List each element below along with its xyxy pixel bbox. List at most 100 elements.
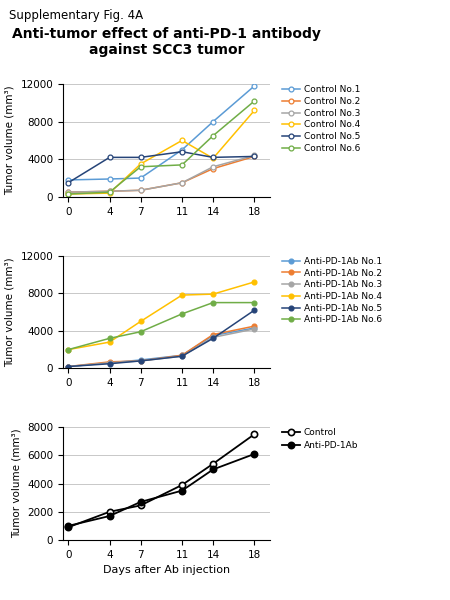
Anti-PD-1Ab No.6 bbox=[138, 328, 144, 335]
Control No.5 bbox=[211, 154, 216, 161]
Control No.2 bbox=[211, 165, 216, 172]
Anti-PD-1Ab bbox=[252, 451, 257, 458]
Anti-PD-1Ab bbox=[138, 499, 144, 506]
Control No.2 bbox=[66, 188, 71, 196]
Anti-PD-1Ab No.5 bbox=[211, 335, 216, 342]
Line: Anti-PD-1Ab No.2: Anti-PD-1Ab No.2 bbox=[66, 323, 257, 369]
Anti-PD-1Ab No.6 bbox=[252, 299, 257, 306]
Line: Anti-PD-1Ab No.6: Anti-PD-1Ab No.6 bbox=[66, 300, 257, 352]
Anti-PD-1Ab bbox=[180, 487, 185, 494]
Control No.3 bbox=[252, 152, 257, 159]
Control No.6 bbox=[138, 163, 144, 170]
Anti-PD-1Ab No.6 bbox=[66, 346, 71, 353]
Control No.2 bbox=[138, 187, 144, 194]
Control No.1 bbox=[252, 82, 257, 89]
Control bbox=[180, 481, 185, 488]
Anti-PD-1Ab bbox=[211, 466, 216, 473]
Line: Anti-PD-1Ab No.3: Anti-PD-1Ab No.3 bbox=[66, 326, 257, 369]
Line: Anti-PD-1Ab No.1: Anti-PD-1Ab No.1 bbox=[66, 326, 257, 369]
Text: Anti-tumor effect of anti-PD-1 antibody against SCC3 tumor: Anti-tumor effect of anti-PD-1 antibody … bbox=[12, 27, 321, 57]
Control No.4 bbox=[211, 155, 216, 162]
Control bbox=[66, 524, 71, 531]
Control No.2 bbox=[252, 153, 257, 160]
Anti-PD-1Ab No.1 bbox=[252, 325, 257, 332]
Anti-PD-1Ab No.5 bbox=[180, 353, 185, 360]
Line: Control No.1: Control No.1 bbox=[66, 83, 257, 182]
Control No.3 bbox=[107, 188, 112, 195]
Line: Control No.4: Control No.4 bbox=[66, 108, 257, 196]
Line: Anti-PD-1Ab No.4: Anti-PD-1Ab No.4 bbox=[66, 280, 257, 352]
Control No.5 bbox=[180, 148, 185, 155]
Anti-PD-1Ab No.3 bbox=[180, 353, 185, 360]
Anti-PD-1Ab No.6 bbox=[107, 335, 112, 342]
Anti-PD-1Ab No.2 bbox=[138, 358, 144, 365]
Line: Control No.2: Control No.2 bbox=[66, 154, 257, 194]
Anti-PD-1Ab No.2 bbox=[252, 323, 257, 330]
Control No.4 bbox=[66, 190, 71, 197]
Anti-PD-1Ab No.1 bbox=[211, 332, 216, 339]
Control No.6 bbox=[107, 188, 112, 196]
Control No.4 bbox=[107, 190, 112, 197]
Anti-PD-1Ab No.1 bbox=[66, 363, 71, 370]
Anti-PD-1Ab No.4 bbox=[211, 290, 216, 298]
Legend: Control No.1, Control No.2, Control No.3, Control No.4, Control No.5, Control No: Control No.1, Control No.2, Control No.3… bbox=[278, 82, 364, 157]
Line: Control: Control bbox=[65, 431, 257, 530]
Legend: Control, Anti-PD-1Ab: Control, Anti-PD-1Ab bbox=[278, 425, 362, 454]
Anti-PD-1Ab No.6 bbox=[211, 299, 216, 306]
Anti-PD-1Ab No.2 bbox=[180, 352, 185, 359]
X-axis label: Days after Ab injection: Days after Ab injection bbox=[103, 565, 230, 575]
Anti-PD-1Ab No.3 bbox=[107, 359, 112, 367]
Y-axis label: Tumor volume (mm³): Tumor volume (mm³) bbox=[12, 429, 22, 538]
Anti-PD-1Ab No.2 bbox=[66, 363, 71, 370]
Control No.6 bbox=[252, 97, 257, 104]
Control No.3 bbox=[180, 179, 185, 187]
Control No.2 bbox=[107, 188, 112, 195]
Line: Anti-PD-1Ab No.5: Anti-PD-1Ab No.5 bbox=[66, 308, 257, 369]
Anti-PD-1Ab No.1 bbox=[138, 356, 144, 364]
Control No.1 bbox=[211, 118, 216, 125]
Line: Control No.3: Control No.3 bbox=[66, 153, 257, 194]
Control No.5 bbox=[252, 153, 257, 160]
Anti-PD-1Ab No.3 bbox=[66, 363, 71, 370]
Control bbox=[211, 460, 216, 467]
Control No.5 bbox=[138, 154, 144, 161]
Control No.3 bbox=[66, 188, 71, 196]
Anti-PD-1Ab No.4 bbox=[180, 292, 185, 299]
Anti-PD-1Ab No.5 bbox=[66, 363, 71, 370]
Control No.4 bbox=[252, 107, 257, 114]
Anti-PD-1Ab No.1 bbox=[107, 359, 112, 367]
Control bbox=[107, 508, 112, 515]
Control No.4 bbox=[138, 160, 144, 167]
Text: Supplementary Fig. 4A: Supplementary Fig. 4A bbox=[9, 9, 143, 22]
Control No.1 bbox=[107, 175, 112, 182]
Control No.1 bbox=[66, 176, 71, 184]
Control No.6 bbox=[66, 190, 71, 197]
Control No.2 bbox=[180, 179, 185, 187]
Anti-PD-1Ab No.4 bbox=[66, 346, 71, 353]
Anti-PD-1Ab No.2 bbox=[211, 331, 216, 338]
Control bbox=[138, 502, 144, 509]
Control No.5 bbox=[107, 154, 112, 161]
Control No.1 bbox=[138, 175, 144, 182]
Control No.1 bbox=[180, 146, 185, 154]
Y-axis label: Tumor volume (mm³): Tumor volume (mm³) bbox=[5, 86, 15, 195]
Y-axis label: Tumor volume (mm³): Tumor volume (mm³) bbox=[5, 257, 15, 367]
Anti-PD-1Ab No.5 bbox=[252, 307, 257, 314]
Legend: Anti-PD-1Ab No.1, Anti-PD-1Ab No.2, Anti-PD-1Ab No.3, Anti-PD-1Ab No.4, Anti-PD-: Anti-PD-1Ab No.1, Anti-PD-1Ab No.2, Anti… bbox=[278, 253, 385, 328]
Anti-PD-1Ab No.3 bbox=[211, 334, 216, 341]
Line: Anti-PD-1Ab: Anti-PD-1Ab bbox=[65, 451, 257, 529]
Control No.6 bbox=[211, 132, 216, 139]
Control No.5 bbox=[66, 179, 71, 187]
Anti-PD-1Ab No.2 bbox=[107, 358, 112, 365]
Anti-PD-1Ab No.4 bbox=[107, 338, 112, 346]
Anti-PD-1Ab No.4 bbox=[252, 278, 257, 286]
Anti-PD-1Ab No.5 bbox=[138, 358, 144, 365]
Control No.3 bbox=[211, 163, 216, 170]
Anti-PD-1Ab No.3 bbox=[138, 358, 144, 365]
Anti-PD-1Ab No.1 bbox=[180, 352, 185, 359]
Control No.4 bbox=[180, 137, 185, 144]
Control bbox=[252, 431, 257, 438]
Control No.3 bbox=[138, 187, 144, 194]
Anti-PD-1Ab No.5 bbox=[107, 360, 112, 367]
Control No.6 bbox=[180, 161, 185, 169]
